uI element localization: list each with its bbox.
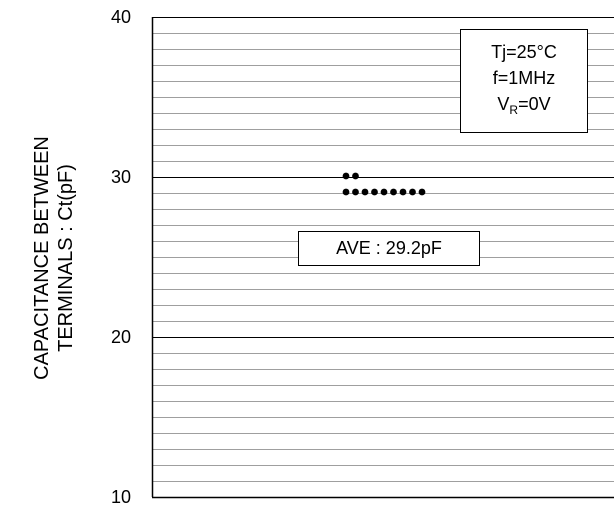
data-point (342, 172, 350, 180)
y-axis-label-line2: TERMINALS : Ct(pF) (55, 164, 77, 352)
y-tick-label-40: 40 (111, 7, 131, 27)
data-point (418, 188, 426, 196)
condition-temperature: Tj=25°C (491, 42, 557, 62)
data-point (352, 188, 359, 196)
data-point (399, 188, 407, 196)
data-point (409, 188, 416, 196)
y-tick-label-10: 10 (111, 487, 131, 507)
plot-frame (151, 17, 614, 499)
data-point (371, 188, 378, 196)
condition-reverse-voltage: VR=0V (497, 94, 551, 117)
condition-frequency: f=1MHz (492, 68, 556, 88)
conditions-box: Tj=25°C f=1MHz VR=0V (460, 29, 588, 133)
y-tick-label-20: 20 (111, 327, 131, 347)
y-axis-label-line1: CAPACITANCE BETWEEN (31, 136, 53, 380)
data-point (361, 188, 369, 196)
y-tick-label-30: 30 (111, 167, 131, 187)
data-point (342, 188, 350, 196)
y-tick-labels: 10 20 30 40 (111, 7, 131, 507)
average-label: AVE : 29.2pF (298, 231, 480, 266)
data-point (380, 188, 388, 196)
data-point (390, 188, 397, 196)
data-point (352, 172, 359, 180)
data-points (342, 172, 426, 196)
